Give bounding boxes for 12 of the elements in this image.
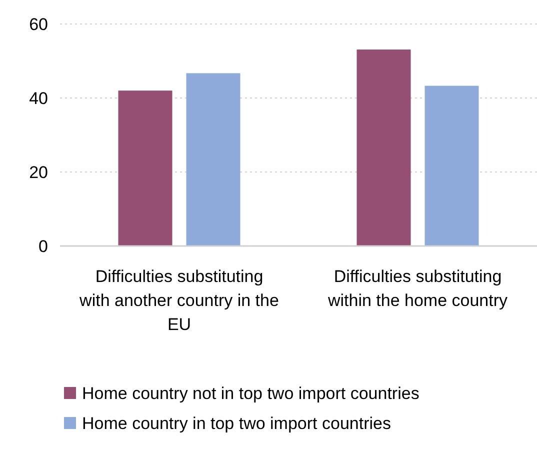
bar <box>356 50 411 246</box>
y-tick-label: 0 <box>38 236 48 256</box>
y-tick-label: 40 <box>29 88 48 108</box>
bar <box>118 90 172 246</box>
y-tick-label: 60 <box>29 14 48 34</box>
x-tick-label: Difficulties substituting with another country in the EU <box>78 267 279 334</box>
y-tick-label: 20 <box>29 162 48 182</box>
bar <box>186 73 240 246</box>
legend-label: Home country in top two import countries <box>82 414 391 433</box>
bar <box>424 86 479 246</box>
x-tick-label: Difficulties substituting within the home country <box>326 267 508 310</box>
legend-label: Home country not in top two import countries <box>82 384 420 403</box>
